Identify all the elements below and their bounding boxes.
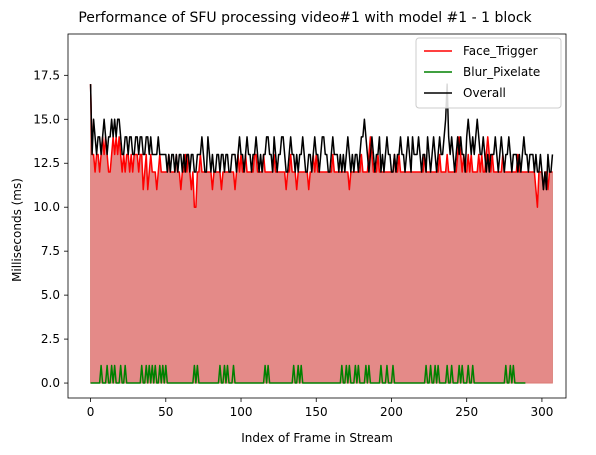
x-tick-label: 50 [158, 405, 173, 419]
x-tick-label: 250 [455, 405, 478, 419]
y-tick-label: 15.0 [33, 112, 60, 126]
y-tick-label: 0.0 [41, 376, 60, 390]
x-tick-label: 200 [380, 405, 403, 419]
x-tick-label: 100 [230, 405, 253, 419]
overall-line [89, 83, 554, 191]
x-axis-label: Index of Frame in Stream [241, 431, 393, 445]
y-axis-label: Milliseconds (ms) [10, 178, 24, 282]
y-tick-label: 5.0 [41, 288, 60, 302]
y-tick-label: 7.5 [41, 244, 60, 258]
y-tick-label: 10.0 [33, 200, 60, 214]
blur-pixelate-line [90, 364, 526, 384]
x-tick-label: 300 [530, 405, 553, 419]
axes: 0 50 100 150 200 250 300 0.0 2.5 5.0 7.5 10.0 12.5 15… [33, 33, 567, 419]
legend-box [415, 37, 562, 109]
chart-title: Performance of SFU processing video#1 wi… [78, 10, 532, 26]
legend: Face_Trigger Blur_Pixelate Overall [415, 37, 562, 109]
y-tick-label: 12.5 [33, 156, 60, 170]
y-tick-label: 2.5 [41, 332, 60, 346]
x-tick-label: 150 [305, 405, 328, 419]
axes-frame [67, 33, 567, 399]
legend-label: Overall [463, 86, 506, 100]
plot-area [89, 83, 554, 384]
legend-label: Blur_Pixelate [463, 65, 540, 79]
y-tick-label: 17.5 [33, 68, 60, 82]
legend-label: Face_Trigger [463, 44, 538, 58]
x-tick-label: 0 [87, 405, 95, 419]
